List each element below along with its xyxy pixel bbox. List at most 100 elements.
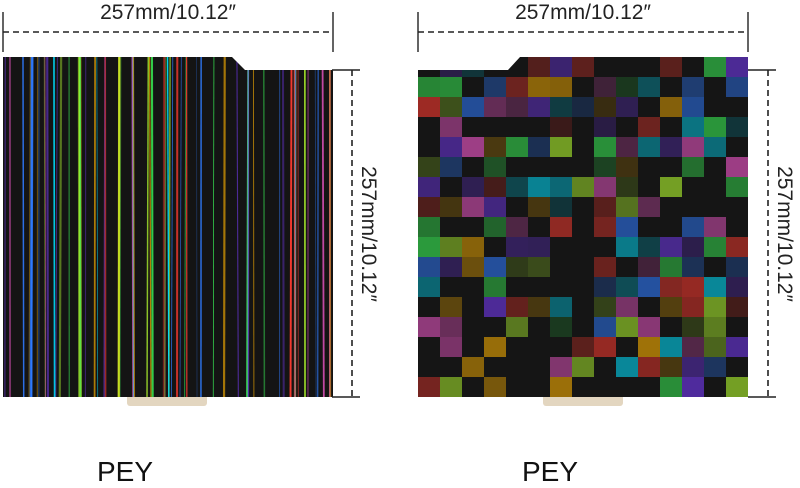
tile xyxy=(550,377,572,397)
tile xyxy=(616,77,638,97)
tile xyxy=(550,117,572,137)
tile xyxy=(660,357,682,377)
tile xyxy=(462,257,484,277)
stripe xyxy=(321,57,325,397)
tile xyxy=(440,337,462,357)
stripe xyxy=(183,57,187,397)
tile xyxy=(550,317,572,337)
height-label: 257mm/10.12″ xyxy=(357,166,380,302)
tile xyxy=(638,77,660,97)
tile xyxy=(726,377,748,397)
tile xyxy=(440,117,462,137)
tile xyxy=(550,97,572,117)
tile xyxy=(528,197,550,217)
tile xyxy=(726,57,748,77)
tile xyxy=(528,257,550,277)
stripe xyxy=(43,57,46,397)
tile xyxy=(418,257,440,277)
tile xyxy=(440,237,462,257)
tile xyxy=(726,177,748,197)
tile xyxy=(462,177,484,197)
tile xyxy=(550,217,572,237)
tile xyxy=(528,77,550,97)
tile xyxy=(682,237,704,257)
tile xyxy=(440,257,462,277)
tile xyxy=(682,97,704,117)
tile xyxy=(704,217,726,237)
tile xyxy=(594,117,616,137)
tile xyxy=(528,137,550,157)
tile xyxy=(440,57,462,77)
tile xyxy=(440,157,462,177)
tile xyxy=(704,297,726,317)
tile xyxy=(682,217,704,237)
tile xyxy=(418,157,440,177)
stripe xyxy=(281,57,285,397)
tile xyxy=(638,237,660,257)
stripe xyxy=(163,57,167,397)
caption: PEY xyxy=(522,456,578,487)
width-label: 257mm/10.12″ xyxy=(515,1,651,24)
tile xyxy=(484,97,506,117)
tile xyxy=(572,57,594,77)
stripe xyxy=(166,57,170,397)
tile xyxy=(528,177,550,197)
tile xyxy=(484,277,506,297)
stripe xyxy=(46,57,49,397)
stripe xyxy=(236,57,239,397)
height-dimension xyxy=(332,69,360,398)
tile xyxy=(594,257,616,277)
tile xyxy=(440,317,462,337)
height-label: 257mm/10.12″ xyxy=(773,166,796,302)
tile xyxy=(638,337,660,357)
tile xyxy=(594,197,616,217)
stripe xyxy=(314,57,317,397)
stripe xyxy=(293,57,296,397)
tile xyxy=(462,237,484,257)
tile xyxy=(616,357,638,377)
tile xyxy=(462,197,484,217)
tile xyxy=(638,357,660,377)
tile xyxy=(704,117,726,137)
tile xyxy=(418,317,440,337)
tile xyxy=(440,137,462,157)
tile xyxy=(660,97,682,117)
stripe xyxy=(131,57,134,397)
tile xyxy=(638,257,660,277)
tile xyxy=(616,97,638,117)
tile xyxy=(726,117,748,137)
tile xyxy=(682,117,704,137)
width-label: 257mm/10.12″ xyxy=(100,1,236,24)
tile xyxy=(418,177,440,197)
tile xyxy=(440,77,462,97)
tile xyxy=(682,157,704,177)
tile xyxy=(572,337,594,357)
stripe xyxy=(170,57,174,397)
stripe xyxy=(53,57,56,397)
tile xyxy=(660,237,682,257)
tile xyxy=(594,77,616,97)
tile xyxy=(616,137,638,157)
tile xyxy=(418,97,440,117)
tile xyxy=(528,297,550,317)
tile xyxy=(528,237,550,257)
tile xyxy=(638,197,660,217)
tile xyxy=(594,157,616,177)
tile xyxy=(638,317,660,337)
tile xyxy=(660,337,682,357)
tile xyxy=(638,137,660,157)
tile xyxy=(594,337,616,357)
tile xyxy=(704,57,726,77)
tile xyxy=(506,297,528,317)
tile xyxy=(682,257,704,277)
tile xyxy=(726,77,748,97)
tile xyxy=(704,317,726,337)
stripe xyxy=(262,57,266,397)
tile xyxy=(418,277,440,297)
tile xyxy=(616,177,638,197)
tile xyxy=(660,137,682,157)
stripe xyxy=(55,57,58,397)
tile xyxy=(660,377,682,397)
tile xyxy=(550,57,572,77)
tile xyxy=(704,237,726,257)
